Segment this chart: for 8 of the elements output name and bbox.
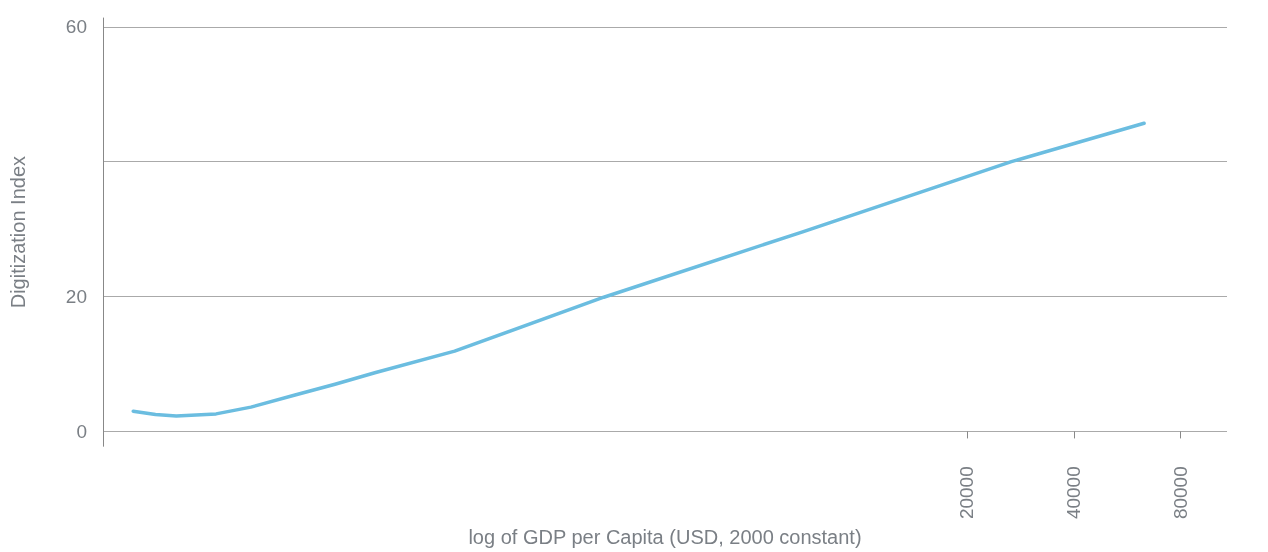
y-axis-title: Digitization Index bbox=[7, 155, 29, 309]
x-tick-label: 20000 bbox=[956, 466, 978, 520]
x-tick-label: 80000 bbox=[1170, 466, 1192, 520]
y-tick-label: 0 bbox=[76, 420, 87, 442]
y-tick-label: 20 bbox=[65, 286, 87, 308]
y-tick-label: 60 bbox=[65, 16, 87, 38]
x-tick-label: 40000 bbox=[1063, 466, 1085, 520]
x-axis-title: log of GDP per Capita (USD, 2000 constant) bbox=[468, 526, 862, 548]
